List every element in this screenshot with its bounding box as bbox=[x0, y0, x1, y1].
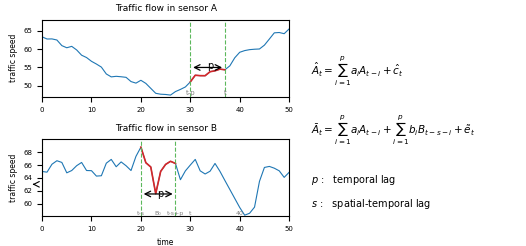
Text: p: p bbox=[157, 189, 164, 199]
Text: $p$ :   temporal lag: $p$ : temporal lag bbox=[311, 173, 397, 187]
Text: $\hat{A}_t = \sum_{i=1}^{p} a_i A_{t-i} + \hat{c}_t$: $\hat{A}_t = \sum_{i=1}^{p} a_i A_{t-i} … bbox=[311, 55, 404, 88]
Text: t-p: t-p bbox=[186, 90, 195, 96]
X-axis label: time: time bbox=[157, 238, 174, 246]
Title: Traffic flow in sensor B: Traffic flow in sensor B bbox=[115, 124, 217, 133]
Title: Traffic flow in sensor A: Traffic flow in sensor A bbox=[115, 4, 217, 13]
Y-axis label: traffic speed: traffic speed bbox=[9, 154, 18, 202]
Text: t: t bbox=[224, 90, 226, 96]
Text: B₀: B₀ bbox=[155, 211, 161, 215]
Text: t: t bbox=[189, 211, 191, 215]
Y-axis label: traffic speed: traffic speed bbox=[9, 34, 18, 82]
Text: $\bar{A}_t = \sum_{i=1}^{p} a_i A_{t-i} + \sum_{i=1}^{p} b_i B_{t-s-i} + \tilde{: $\bar{A}_t = \sum_{i=1}^{p} a_i A_{t-i} … bbox=[311, 114, 476, 147]
Text: $s$ :   spatial-temporal lag: $s$ : spatial-temporal lag bbox=[311, 197, 431, 211]
Text: t-s: t-s bbox=[137, 211, 145, 215]
Text: 40: 40 bbox=[236, 211, 244, 215]
Text: p: p bbox=[207, 61, 213, 71]
Text: t-s+p: t-s+p bbox=[167, 211, 184, 215]
